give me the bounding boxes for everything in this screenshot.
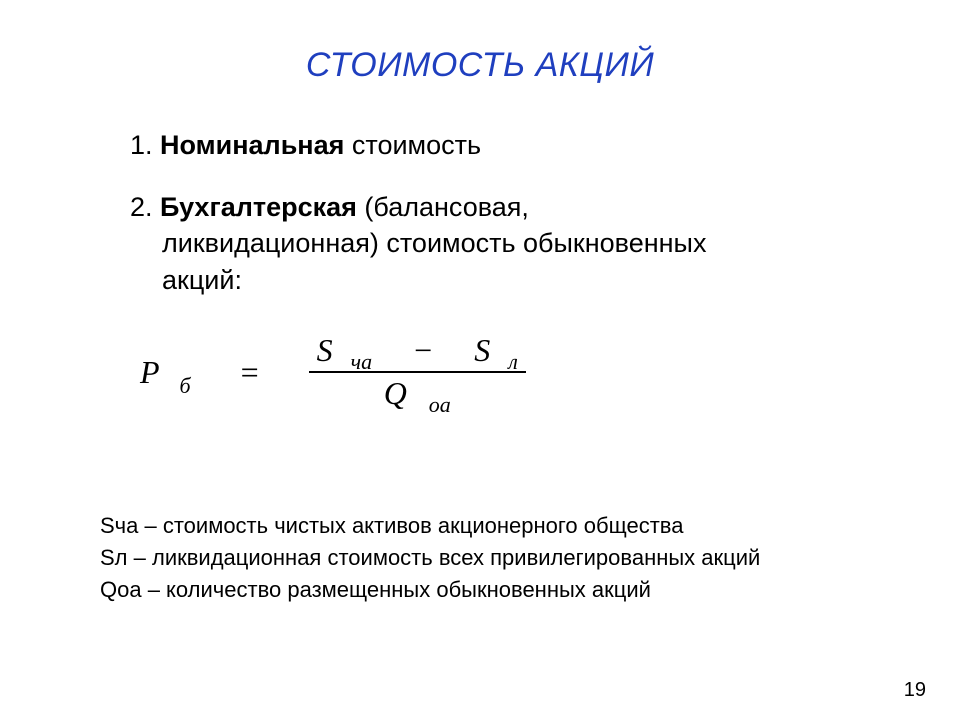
item2-line3: акций: bbox=[130, 262, 830, 298]
denominator: Q оа bbox=[376, 373, 459, 414]
item1-bold: Номинальная bbox=[160, 130, 344, 160]
num-term2-sub: л bbox=[508, 349, 518, 375]
legend3-text: – количество размещенных обыкновенных ак… bbox=[142, 577, 651, 602]
slide: СТОИМОСТЬ АКЦИЙ 1. Номинальная стоимость… bbox=[0, 0, 960, 720]
legend1-sym: Sча bbox=[100, 513, 138, 538]
legend: Sча – стоимость чистых активов акционерн… bbox=[100, 510, 860, 606]
num-term-2: S л bbox=[474, 332, 518, 369]
slide-title: СТОИМОСТЬ АКЦИЙ bbox=[0, 46, 960, 85]
fraction: S ча − S л Q оа bbox=[309, 330, 526, 414]
item2-line1: 2. Бухгалтерская (балансовая, bbox=[130, 189, 830, 225]
item2-line2: ликвидационная) стоимость обыкновенных bbox=[130, 225, 830, 261]
formula-lhs: P б bbox=[140, 354, 191, 391]
legend1-text: – стоимость чистых активов акционерного … bbox=[138, 513, 683, 538]
den-sub: оа bbox=[429, 392, 451, 418]
num-term2-base: S bbox=[474, 332, 490, 369]
minus-sign: − bbox=[414, 332, 432, 369]
legend-line-1: Sча – стоимость чистых активов акционерн… bbox=[100, 510, 860, 542]
den-term: Q оа bbox=[384, 375, 451, 412]
item2-bold: Бухгалтерская bbox=[160, 192, 357, 222]
legend-line-2: Sл – ликвидационная стоимость всех приви… bbox=[100, 542, 860, 574]
num-term1-sub: ча bbox=[351, 349, 373, 375]
num-term-1: S ча bbox=[317, 332, 373, 369]
num-term1-base: S bbox=[317, 332, 333, 369]
den-base: Q bbox=[384, 375, 407, 412]
list-item-1: 1. Номинальная стоимость bbox=[130, 130, 830, 161]
lhs-base: P bbox=[140, 354, 160, 391]
list-item-2: 2. Бухгалтерская (балансовая, ликвидацио… bbox=[130, 189, 830, 298]
numerator: S ча − S л bbox=[309, 330, 526, 371]
body-list: 1. Номинальная стоимость 2. Бухгалтерска… bbox=[130, 130, 830, 298]
equals-sign: = bbox=[241, 354, 259, 391]
legend2-sym: Sл bbox=[100, 545, 128, 570]
lhs-sub: б bbox=[180, 373, 191, 399]
item1-prefix: 1. bbox=[130, 130, 160, 160]
item2-rest1: (балансовая, bbox=[357, 192, 529, 222]
item1-rest: стоимость bbox=[344, 130, 481, 160]
page-number: 19 bbox=[904, 679, 926, 702]
formula: P б = S ча − S л Q оа bbox=[140, 330, 526, 414]
item2-prefix: 2. bbox=[130, 192, 160, 222]
legend2-text: – ликвидационная стоимость всех привилег… bbox=[128, 545, 761, 570]
legend3-sym: Qоа bbox=[100, 577, 142, 602]
legend-line-3: Qоа – количество размещенных обыкновенны… bbox=[100, 574, 860, 606]
